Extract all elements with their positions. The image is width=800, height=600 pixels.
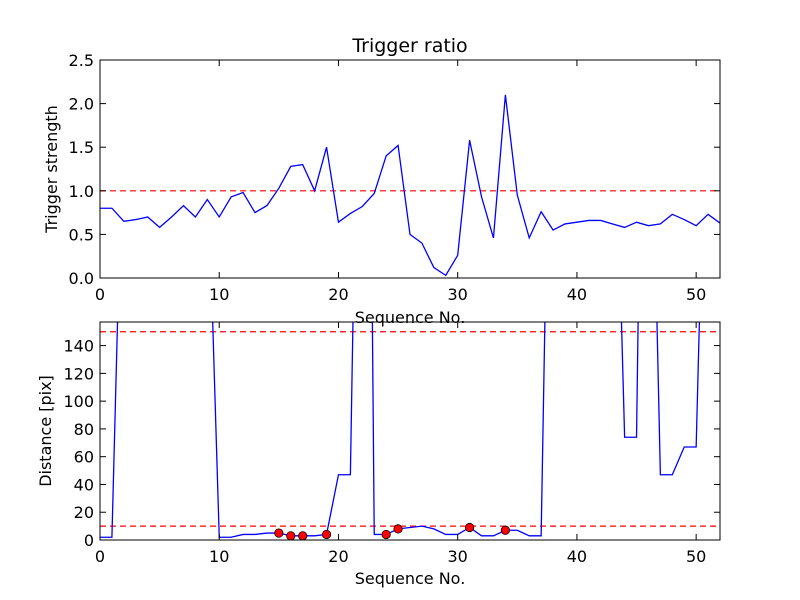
- y-tick-label: 2.0: [69, 95, 94, 114]
- x-tick-label: 0: [95, 285, 105, 304]
- x-tick-label: 30: [448, 547, 468, 566]
- data-point: [393, 524, 403, 534]
- data-point: [274, 528, 284, 538]
- x-tick-label: 50: [686, 547, 706, 566]
- data-point: [298, 531, 308, 540]
- data-point: [381, 529, 391, 540]
- x-tick-label: 10: [209, 547, 229, 566]
- data-point: [465, 522, 475, 533]
- x-tick-label: 30: [448, 285, 468, 304]
- data-point: [500, 525, 510, 535]
- y-tick-label: 2.5: [69, 51, 94, 70]
- trigger-ratio-chart: Trigger ratio 0 10 20 30 40 50 0.0 0.5 1.0 1.5 2.0…: [42, 35, 721, 327]
- x-tick-label: 20: [328, 547, 348, 566]
- plot-data: [100, 322, 720, 540]
- axes-frame: [99, 59, 721, 279]
- x-tick-label: 10: [209, 285, 229, 304]
- x-tick-label: 50: [686, 285, 706, 304]
- x-axis-label: Sequence No.: [355, 569, 466, 588]
- series-line-0: [100, 94, 720, 277]
- y-tick-label: 0.0: [69, 269, 94, 288]
- y-tick-label: 140: [63, 337, 94, 356]
- x-tick-label: 0: [95, 547, 105, 566]
- y-tick-label: 40: [74, 475, 94, 494]
- x-axis-label: Sequence No.: [355, 308, 466, 327]
- y-axis-label: Trigger strength: [42, 105, 61, 234]
- chart-title: Trigger ratio: [351, 35, 467, 57]
- y-tick-label: 0: [84, 531, 94, 550]
- x-tick-label: 20: [328, 285, 348, 304]
- data-point: [286, 531, 296, 540]
- series-line-0: [100, 322, 701, 538]
- plot-area: 0 10 20 30 40 50 0.0 0.5 1.0 1.5 2.0 2.5: [69, 51, 721, 304]
- y-tick-label: 0.5: [69, 225, 94, 244]
- data-point: [321, 529, 332, 540]
- y-tick-label: 80: [74, 420, 94, 439]
- plot-data: [100, 94, 720, 277]
- y-tick-label: 20: [74, 503, 94, 522]
- plot-area: 0 10 20 30 40 50 0 20 40 60 80 100 120 140: [63, 321, 721, 566]
- y-tick-label: 60: [74, 448, 94, 467]
- axes-frame: [99, 321, 721, 541]
- y-tick-label: 1.5: [69, 138, 94, 157]
- distance-chart: 0 10 20 30 40 50 0 20 40 60 80 100 120 140 Sequence N…: [36, 321, 721, 588]
- y-tick-label: 1.0: [69, 182, 94, 201]
- x-tick-label: 40: [567, 285, 587, 304]
- y-tick-label: 100: [63, 392, 94, 411]
- x-tick-label: 40: [567, 547, 587, 566]
- y-axis-label: Distance [pix]: [36, 375, 55, 487]
- y-tick-label: 120: [63, 364, 94, 383]
